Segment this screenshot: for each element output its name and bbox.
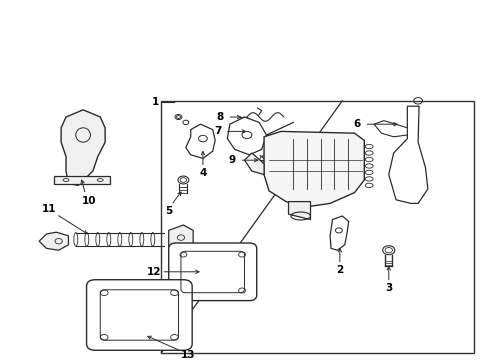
Text: 8: 8 <box>216 112 223 122</box>
FancyBboxPatch shape <box>86 280 192 350</box>
Polygon shape <box>329 216 348 250</box>
Text: 2: 2 <box>336 265 343 275</box>
Ellipse shape <box>178 176 188 184</box>
Polygon shape <box>373 121 407 137</box>
Text: 9: 9 <box>228 155 235 165</box>
Text: 11: 11 <box>41 204 56 214</box>
Polygon shape <box>288 202 310 220</box>
Polygon shape <box>54 176 110 184</box>
Polygon shape <box>244 153 264 175</box>
Polygon shape <box>61 110 105 185</box>
Polygon shape <box>264 131 364 207</box>
Text: 6: 6 <box>353 119 360 129</box>
Polygon shape <box>185 124 215 158</box>
Polygon shape <box>168 225 193 248</box>
Text: 13: 13 <box>181 350 195 360</box>
Text: 12: 12 <box>146 267 161 277</box>
Text: 1: 1 <box>151 96 159 107</box>
Text: 7: 7 <box>213 126 221 136</box>
Polygon shape <box>388 106 427 203</box>
FancyBboxPatch shape <box>168 243 256 301</box>
Text: 10: 10 <box>82 195 97 206</box>
Text: 5: 5 <box>165 206 172 216</box>
Polygon shape <box>39 232 68 250</box>
Ellipse shape <box>382 246 394 255</box>
Polygon shape <box>227 117 266 155</box>
Text: 3: 3 <box>385 283 391 293</box>
Text: 4: 4 <box>199 168 206 178</box>
